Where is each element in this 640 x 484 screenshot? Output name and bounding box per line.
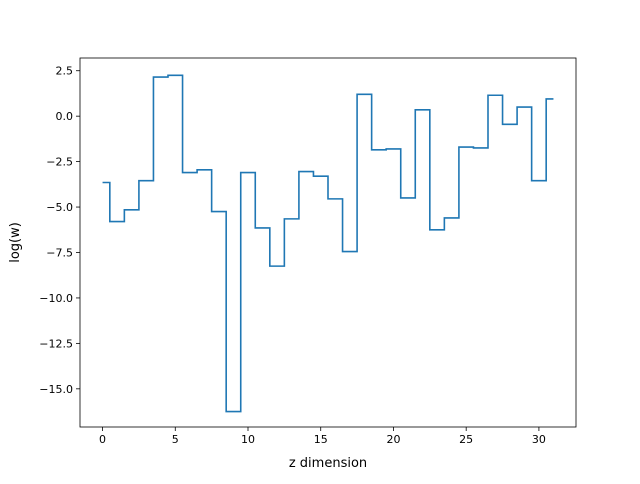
x-tick-label: 0 <box>99 433 106 446</box>
y-axis-ticks: 2.5 0.0 −2.5 −5.0 −7.5 −10.0 −12.5 −15.0 <box>39 65 80 396</box>
y-tick-label: −7.5 <box>46 246 73 259</box>
y-axis-label: log(w) <box>8 222 23 263</box>
y-tick-label: 0.0 <box>56 110 74 123</box>
x-tick-label: 10 <box>241 433 255 446</box>
y-tick-label: −5.0 <box>46 201 73 214</box>
axes-frame <box>79 57 577 428</box>
x-tick-label: 30 <box>532 433 546 446</box>
y-tick-label: −15.0 <box>39 383 73 396</box>
y-tick-label: −2.5 <box>46 156 73 169</box>
x-axis-label: z dimension <box>289 456 367 471</box>
y-tick-label: 2.5 <box>56 65 74 78</box>
y-tick-label: −10.0 <box>39 292 73 305</box>
x-tick-label: 20 <box>386 433 400 446</box>
x-axis-ticks: 0 5 10 15 20 25 30 <box>99 427 546 446</box>
x-tick-label: 15 <box>314 433 328 446</box>
x-tick-label: 25 <box>459 433 473 446</box>
series-line-0 <box>102 74 554 413</box>
y-tick-label: −12.5 <box>39 337 73 350</box>
series-layer <box>102 74 554 413</box>
x-tick-label: 5 <box>172 433 179 446</box>
